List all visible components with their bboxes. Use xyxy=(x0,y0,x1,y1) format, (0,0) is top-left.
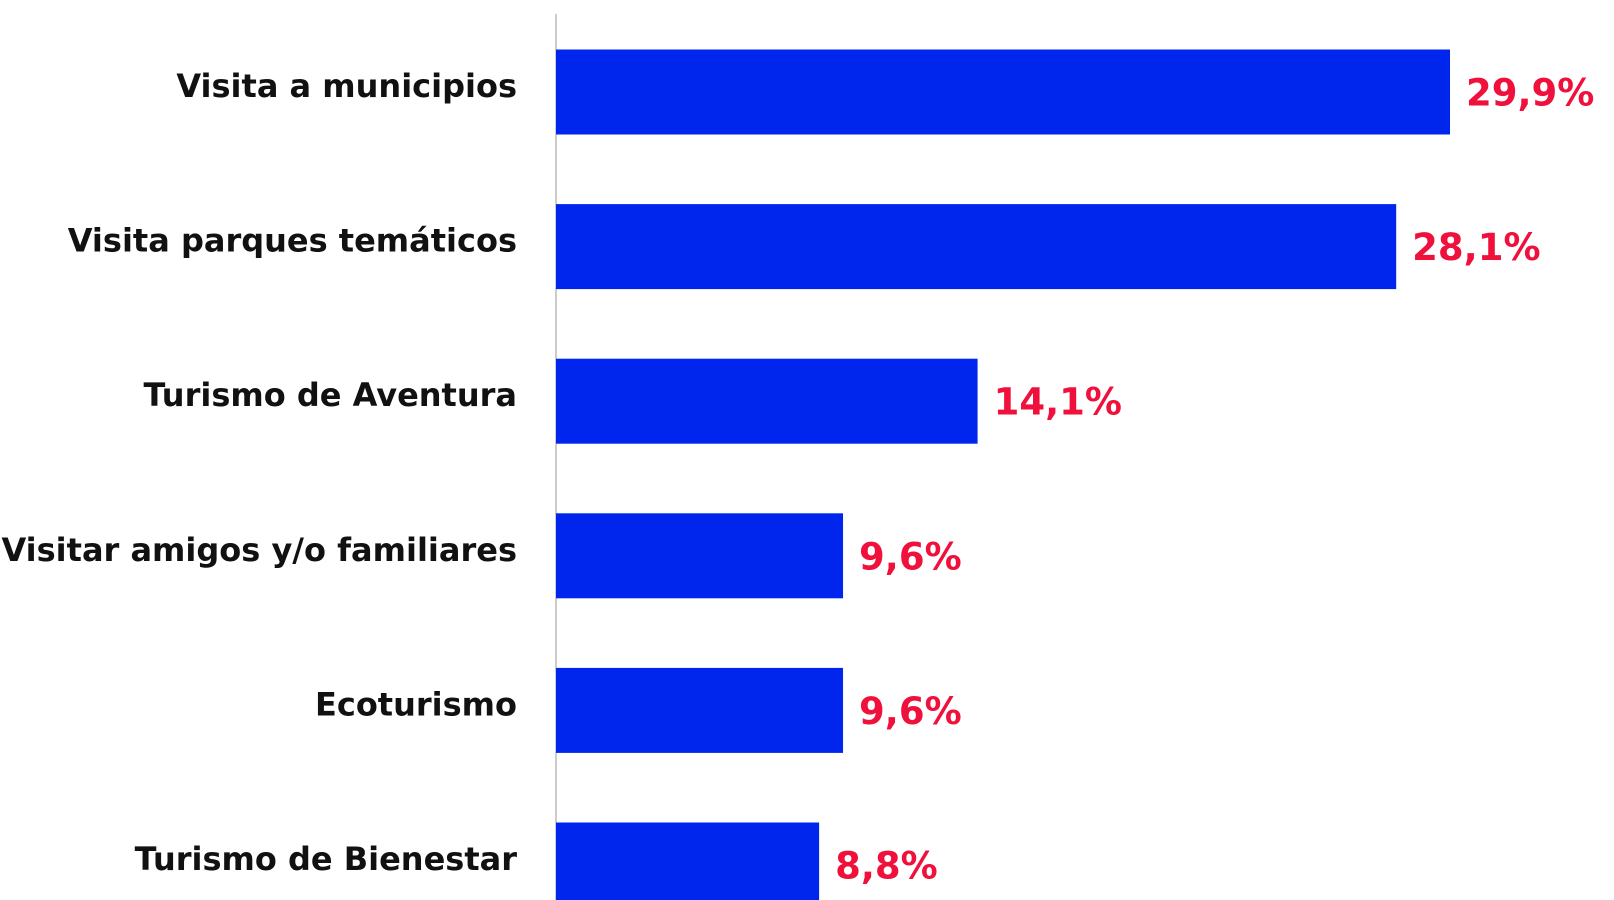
bar xyxy=(556,358,978,444)
category-label: Ecoturismo xyxy=(315,685,517,723)
bar xyxy=(556,513,844,599)
value-label: 9,6% xyxy=(859,535,962,578)
bar xyxy=(556,204,1397,290)
category-label: Visitar amigos y/o familiares xyxy=(1,531,517,569)
value-label: 9,6% xyxy=(859,690,962,733)
category-label: Turismo de Aventura xyxy=(143,376,517,414)
category-label: Visita parques temáticos xyxy=(68,222,517,260)
value-label: 8,8% xyxy=(835,845,938,888)
bar xyxy=(556,667,844,753)
bar xyxy=(556,822,820,900)
value-label: 28,1% xyxy=(1412,226,1540,269)
value-label: 29,9% xyxy=(1466,72,1594,115)
category-label: Visita a municipios xyxy=(176,67,517,105)
bar xyxy=(556,49,1450,135)
value-label: 14,1% xyxy=(994,381,1122,424)
category-label: Turismo de Bienestar xyxy=(135,840,518,878)
